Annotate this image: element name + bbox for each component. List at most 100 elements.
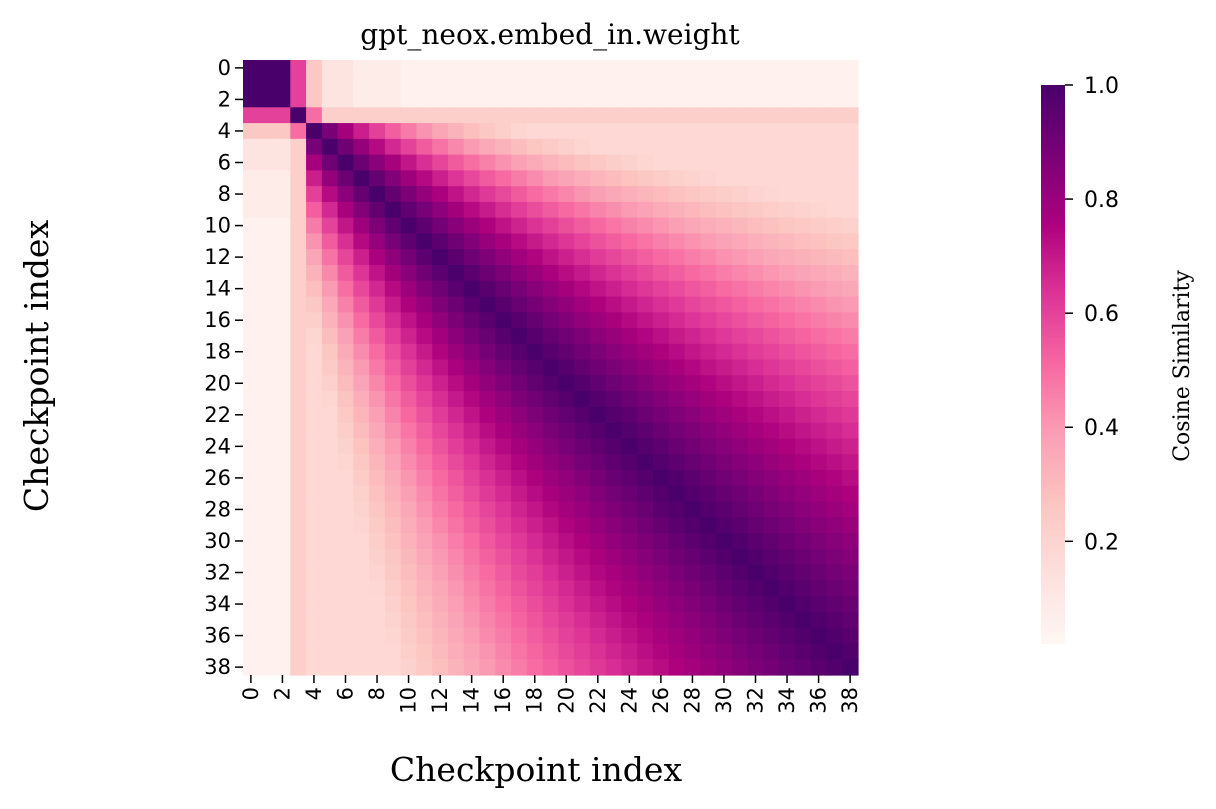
- heatmap-cell-38-11: [416, 659, 433, 676]
- heatmap-cell-26-30: [716, 470, 733, 487]
- heatmap-cell-26-35: [794, 470, 812, 487]
- heatmap-cell-38-36: [810, 659, 828, 676]
- heatmap-cell-33-8: [369, 580, 386, 597]
- heatmap-cell-31-28: [684, 548, 701, 566]
- heatmap-cell-13-13: [448, 265, 465, 282]
- heatmap-cell-16-28: [684, 312, 701, 329]
- heatmap-cell-28-16: [495, 501, 512, 518]
- heatmap-cell-15-38: [842, 296, 859, 313]
- heatmap-cell-1-17: [511, 75, 528, 93]
- heatmap-cell-8-18: [526, 186, 544, 203]
- heatmap-cell-9-17: [511, 201, 528, 219]
- heatmap-cell-24-18: [526, 438, 544, 455]
- heatmap-cell-24-7: [353, 438, 370, 455]
- heatmap-cell-32-14: [463, 564, 481, 581]
- heatmap-cell-29-24: [621, 517, 638, 534]
- heatmap-cell-34-33: [763, 596, 780, 613]
- heatmap-cell-25-20: [558, 454, 575, 471]
- heatmap-cell-37-6: [337, 643, 354, 660]
- heatmap-cell-7-6: [337, 170, 354, 187]
- heatmap-cell-34-22: [589, 596, 607, 613]
- heatmap-cell-0-34: [779, 60, 796, 77]
- heatmap-cell-22-30: [716, 406, 733, 424]
- heatmap-cell-15-30: [716, 296, 733, 313]
- heatmap-cell-3-36: [810, 107, 828, 124]
- heatmap-cell-28-1: [258, 501, 276, 518]
- heatmap-cell-0-28: [684, 60, 701, 77]
- heatmap-cell-11-19: [542, 233, 559, 250]
- heatmap-cell-36-29: [700, 627, 717, 645]
- heatmap-cell-26-8: [369, 470, 386, 487]
- heatmap-cell-16-27: [668, 312, 686, 329]
- heatmap-cell-29-13: [448, 517, 465, 534]
- heatmap-cell-22-34: [779, 406, 796, 424]
- heatmap-cell-30-34: [779, 533, 796, 550]
- heatmap-cell-15-5: [321, 296, 339, 313]
- heatmap-cell-17-27: [668, 328, 686, 345]
- heatmap-cell-25-28: [684, 454, 701, 471]
- heatmap-cell-36-33: [763, 627, 780, 645]
- heatmap-cell-5-2: [274, 138, 291, 156]
- heatmap-cell-0-32: [747, 60, 764, 77]
- heatmap-cell-12-34: [779, 249, 796, 266]
- heatmap-cell-2-3: [290, 91, 307, 108]
- heatmap-cell-18-3: [290, 343, 307, 361]
- heatmap-cell-2-5: [321, 91, 339, 108]
- heatmap-cell-35-17: [511, 611, 528, 629]
- heatmap-cell-10-0: [243, 217, 260, 235]
- heatmap-cell-20-3: [290, 375, 307, 392]
- heatmap-cell-16-32: [747, 312, 764, 329]
- heatmap-cell-33-19: [542, 580, 559, 597]
- heatmap-cell-25-35: [794, 454, 812, 471]
- heatmap-cell-6-23: [605, 154, 623, 171]
- heatmap-cell-14-19: [542, 280, 559, 298]
- heatmap-cell-33-4: [306, 580, 323, 597]
- heatmap-cell-26-11: [416, 470, 433, 487]
- heatmap-cell-18-31: [731, 343, 749, 361]
- heatmap-cell-29-32: [747, 517, 764, 534]
- heatmap-cell-24-35: [794, 438, 812, 455]
- heatmap-cell-28-6: [337, 501, 354, 518]
- heatmap-cell-23-29: [700, 422, 717, 440]
- heatmap-cell-34-2: [274, 596, 291, 613]
- heatmap-cell-22-7: [353, 406, 370, 424]
- heatmap-cell-13-24: [621, 265, 638, 282]
- heatmap-cell-20-17: [511, 375, 528, 392]
- heatmap-cell-31-19: [542, 548, 559, 566]
- heatmap-cell-37-24: [621, 643, 638, 660]
- heatmap-cell-18-20: [558, 343, 575, 361]
- heatmap-cell-4-9: [384, 123, 402, 140]
- heatmap-cell-18-37: [826, 343, 843, 361]
- heatmap-cell-1-18: [526, 75, 544, 93]
- heatmap-cell-15-8: [369, 296, 386, 313]
- heatmap-cell-32-8: [369, 564, 386, 581]
- heatmap-cell-1-15: [479, 75, 496, 93]
- heatmap-cell-21-7: [353, 391, 370, 408]
- heatmap-cell-22-36: [810, 406, 828, 424]
- heatmap-cell-12-37: [826, 249, 843, 266]
- heatmap-cell-17-0: [243, 328, 260, 345]
- heatmap-cell-10-28: [684, 217, 701, 235]
- heatmap-cell-35-28: [684, 611, 701, 629]
- heatmap-cell-24-13: [448, 438, 465, 455]
- heatmap-cell-17-17: [511, 328, 528, 345]
- heatmap-cell-6-29: [700, 154, 717, 171]
- heatmap-cell-27-19: [542, 485, 559, 503]
- heatmap-cell-29-22: [589, 517, 607, 534]
- heatmap-cell-25-18: [526, 454, 544, 471]
- heatmap-cell-22-33: [763, 406, 780, 424]
- heatmap-cell-38-22: [589, 659, 607, 676]
- heatmap-cell-0-30: [716, 60, 733, 77]
- heatmap-cell-5-7: [353, 138, 370, 156]
- heatmap-cell-22-8: [369, 406, 386, 424]
- heatmap-cell-1-35: [794, 75, 812, 93]
- heatmap-cell-8-3: [290, 186, 307, 203]
- heatmap-cell-18-1: [258, 343, 276, 361]
- heatmap-cell-30-25: [637, 533, 654, 550]
- heatmap-cell-13-37: [826, 265, 843, 282]
- heatmap-cell-7-38: [842, 170, 859, 187]
- heatmap-cell-10-9: [384, 217, 402, 235]
- heatmap-cell-30-0: [243, 533, 260, 550]
- heatmap-cell-33-3: [290, 580, 307, 597]
- heatmap-cell-26-5: [321, 470, 339, 487]
